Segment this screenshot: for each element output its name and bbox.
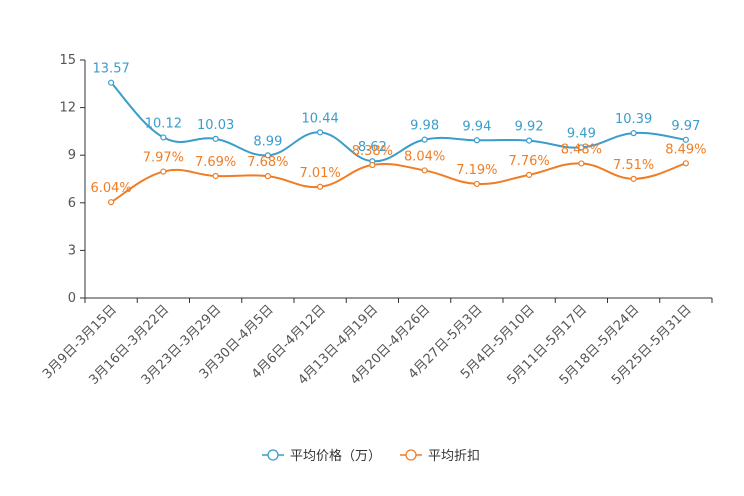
data-label: 9.49 — [567, 126, 596, 141]
data-point — [212, 172, 219, 180]
data-label: 9.94 — [462, 119, 491, 134]
data-point — [212, 135, 219, 142]
data-label: 8.04% — [404, 149, 445, 164]
data-point — [264, 173, 271, 180]
legend-label: 平均价格（万） — [290, 448, 381, 464]
data-label: 13.57 — [93, 62, 130, 77]
data-label: 7.01% — [299, 166, 340, 181]
data-label: 7.97% — [143, 151, 184, 166]
data-point — [421, 167, 428, 174]
legend-marker — [267, 449, 279, 461]
data-label: 7.19% — [456, 163, 497, 178]
data-label: 7.68% — [247, 155, 288, 170]
data-point — [473, 180, 480, 188]
data-point — [630, 175, 637, 182]
data-point — [682, 136, 689, 143]
data-label: 7.69% — [195, 155, 236, 170]
data-point — [317, 183, 324, 190]
data-label: 7.51% — [613, 158, 654, 173]
data-label: 6.04% — [90, 181, 131, 196]
y-tick-label: 3 — [68, 243, 76, 258]
data-point — [473, 137, 480, 144]
data-point — [160, 134, 167, 141]
data-labels: 13.57 10.12 10.03 8.99 10.44 8.62 9.98 9.94 9.92… — [90, 62, 706, 196]
y-tick-label: 9 — [68, 148, 76, 163]
legend: 平均价格（万） 平均折扣 — [262, 448, 480, 464]
y-tick-label: 12 — [59, 101, 76, 116]
data-label: 10.12 — [145, 116, 182, 131]
data-label: 8.38% — [352, 144, 393, 159]
data-label: 10.03 — [197, 118, 234, 133]
data-point — [264, 152, 271, 159]
data-label: 7.76% — [508, 154, 549, 169]
y-tick-label: 15 — [59, 53, 76, 68]
data-label: 9.92 — [515, 120, 544, 135]
data-label: 8.62 — [358, 140, 387, 155]
legend-marker — [405, 449, 417, 461]
data-point — [682, 160, 689, 167]
data-label: 9.97 — [671, 119, 700, 134]
data-point — [317, 129, 324, 136]
data-point — [526, 171, 533, 178]
data-point — [108, 79, 115, 86]
data-label: 8.49% — [665, 142, 706, 157]
data-point — [421, 136, 428, 143]
data-point — [578, 144, 585, 151]
data-label: 9.98 — [410, 119, 439, 134]
series-points — [108, 79, 689, 206]
data-point — [369, 161, 376, 169]
axes: 036912153月9日-3月15日3月16日-3月22日3月23日-3月29日… — [40, 53, 713, 388]
legend-label: 平均折扣 — [428, 449, 480, 464]
data-label: 8.99 — [253, 134, 282, 149]
data-label: 10.44 — [302, 111, 339, 126]
data-label: 10.39 — [615, 112, 652, 127]
data-point — [108, 199, 115, 206]
series-line-2 — [110, 162, 687, 204]
data-point — [526, 137, 533, 144]
data-point — [578, 160, 585, 167]
data-label: 8.48% — [561, 142, 602, 157]
data-point — [630, 130, 637, 137]
y-tick-label: 0 — [68, 291, 76, 306]
y-tick-label: 6 — [68, 196, 76, 211]
data-point — [160, 168, 167, 175]
